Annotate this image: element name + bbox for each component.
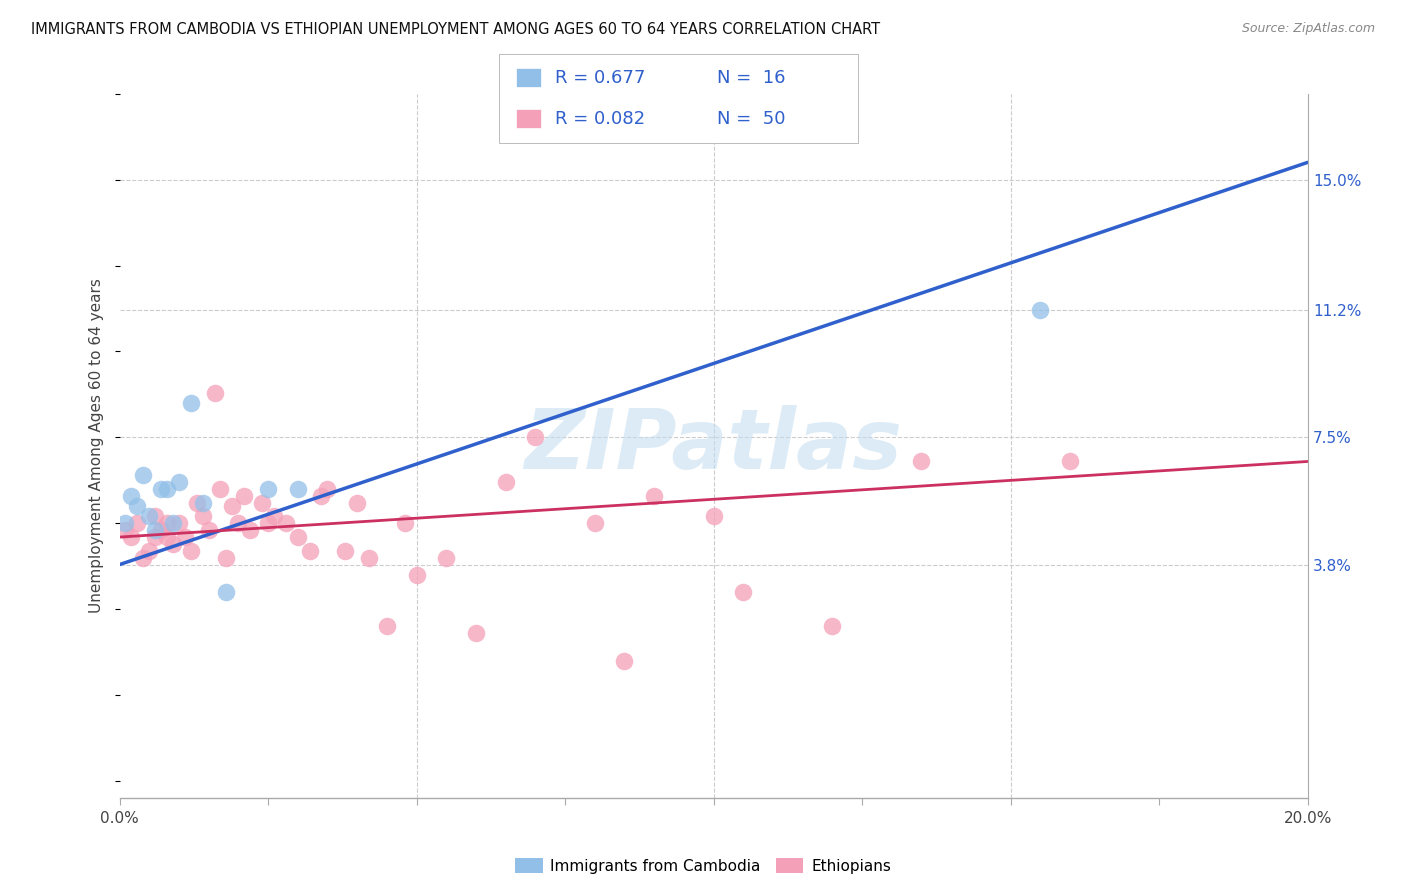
Text: N =  50: N = 50 xyxy=(717,110,786,128)
Point xyxy=(114,516,136,531)
Point xyxy=(274,516,297,531)
Point xyxy=(191,509,214,524)
Point xyxy=(138,544,160,558)
Point xyxy=(233,489,256,503)
Point xyxy=(257,482,280,496)
Point xyxy=(215,585,238,599)
Point xyxy=(120,530,142,544)
Point xyxy=(464,626,486,640)
Point xyxy=(316,482,339,496)
Point xyxy=(221,499,243,513)
Point xyxy=(583,516,606,531)
Point xyxy=(263,509,285,524)
Point xyxy=(239,523,262,537)
Point xyxy=(702,509,725,524)
Point xyxy=(821,619,844,633)
Point xyxy=(162,537,184,551)
Point xyxy=(733,585,755,599)
Point xyxy=(127,516,149,531)
Point xyxy=(228,516,250,531)
Point xyxy=(120,489,142,503)
Point xyxy=(287,482,309,496)
Point xyxy=(156,482,179,496)
Legend: Immigrants from Cambodia, Ethiopians: Immigrants from Cambodia, Ethiopians xyxy=(509,852,897,880)
Text: IMMIGRANTS FROM CAMBODIA VS ETHIOPIAN UNEMPLOYMENT AMONG AGES 60 TO 64 YEARS COR: IMMIGRANTS FROM CAMBODIA VS ETHIOPIAN UN… xyxy=(31,22,880,37)
Point xyxy=(127,499,149,513)
Text: N =  16: N = 16 xyxy=(717,69,786,87)
Point xyxy=(143,523,166,537)
Point xyxy=(215,550,238,565)
Point xyxy=(311,489,333,503)
Text: ZIPatlas: ZIPatlas xyxy=(524,406,903,486)
Point xyxy=(394,516,416,531)
Point xyxy=(156,516,179,531)
Point xyxy=(209,482,232,496)
Point xyxy=(357,550,380,565)
Point xyxy=(287,530,309,544)
Text: R = 0.082: R = 0.082 xyxy=(555,110,645,128)
Point xyxy=(335,544,357,558)
Point xyxy=(114,523,136,537)
Point xyxy=(204,385,226,400)
Point xyxy=(162,516,184,531)
Point xyxy=(1029,303,1052,318)
Point xyxy=(150,523,173,537)
Text: Source: ZipAtlas.com: Source: ZipAtlas.com xyxy=(1241,22,1375,36)
Point xyxy=(173,530,195,544)
Point xyxy=(156,530,179,544)
Point xyxy=(132,468,155,483)
Point xyxy=(138,509,160,524)
Point xyxy=(180,396,202,410)
Point xyxy=(524,430,547,444)
Point xyxy=(643,489,665,503)
Point xyxy=(910,454,932,468)
Point xyxy=(143,509,166,524)
Point xyxy=(495,475,517,489)
Point xyxy=(143,530,166,544)
Point xyxy=(298,544,321,558)
Point xyxy=(257,516,280,531)
Point xyxy=(250,496,273,510)
Point xyxy=(150,482,173,496)
Point xyxy=(167,516,190,531)
Point xyxy=(346,496,368,510)
Point xyxy=(1059,454,1081,468)
Point xyxy=(405,568,427,582)
Point xyxy=(180,544,202,558)
Point xyxy=(613,654,636,668)
Point xyxy=(191,496,214,510)
Y-axis label: Unemployment Among Ages 60 to 64 years: Unemployment Among Ages 60 to 64 years xyxy=(89,278,104,614)
Point xyxy=(167,475,190,489)
Point xyxy=(186,496,208,510)
Point xyxy=(132,550,155,565)
Point xyxy=(375,619,398,633)
Text: R = 0.677: R = 0.677 xyxy=(555,69,645,87)
Point xyxy=(434,550,457,565)
Point xyxy=(197,523,219,537)
